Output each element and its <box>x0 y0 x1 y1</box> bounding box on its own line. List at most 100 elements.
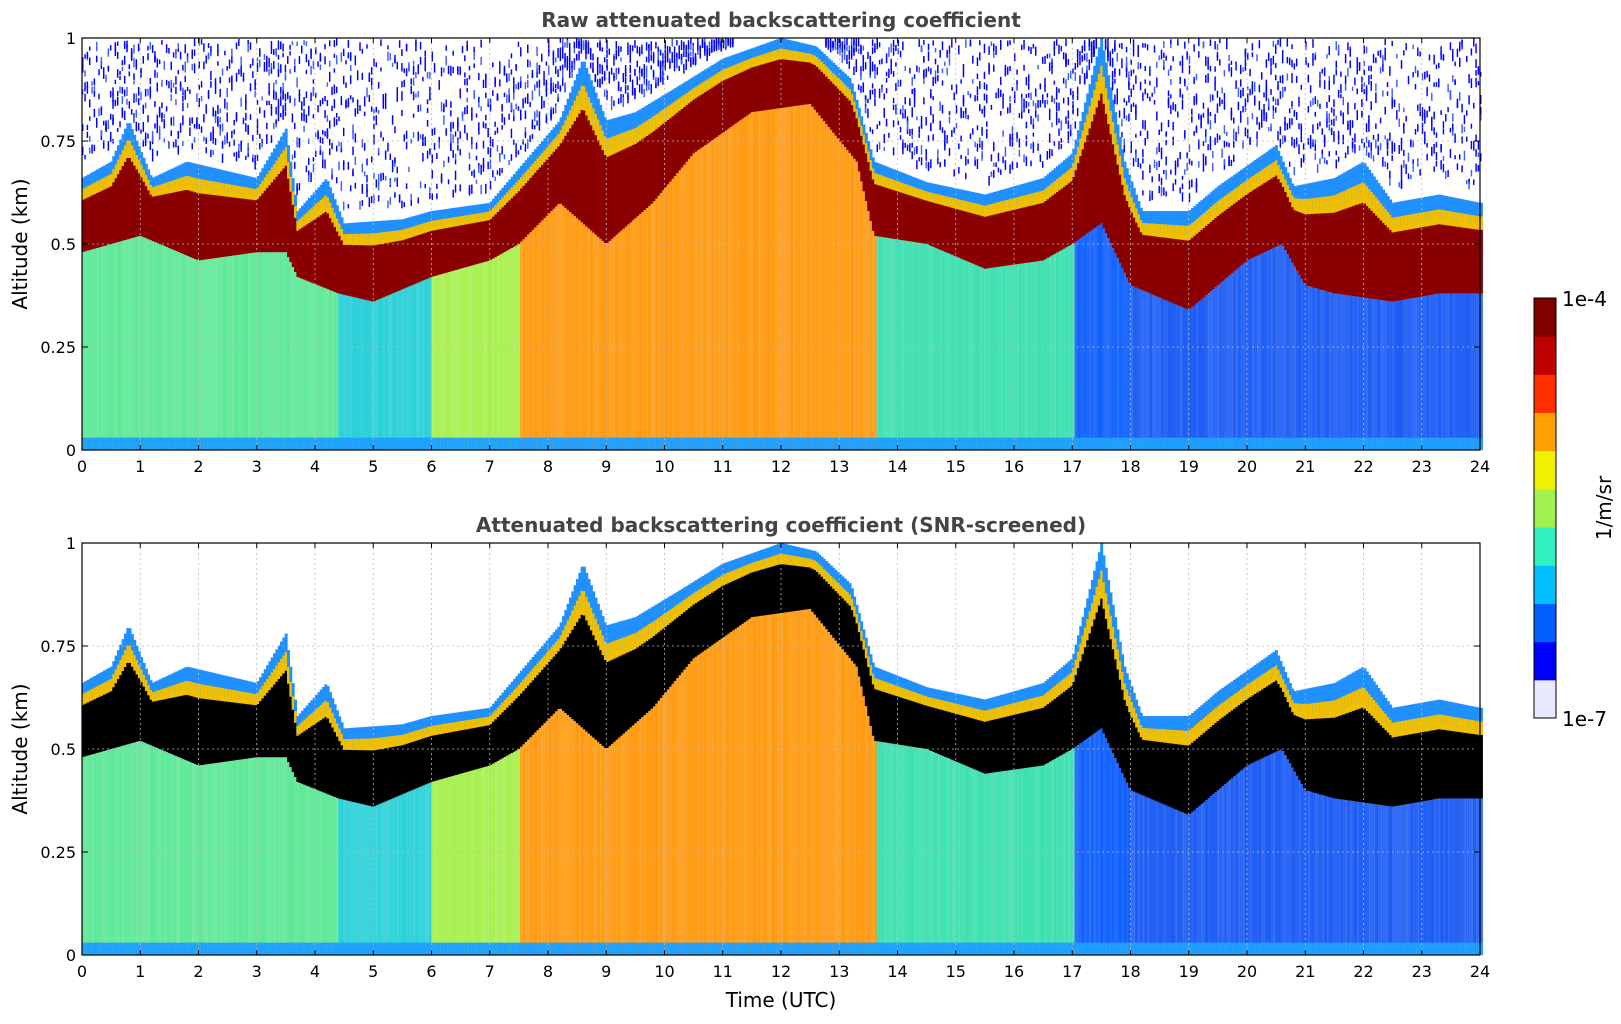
aerosol-column <box>676 173 680 451</box>
aerosol-column <box>510 247 514 450</box>
aerosol-column <box>575 218 579 450</box>
noise-speckle <box>944 130 946 139</box>
noise-speckle <box>317 105 319 113</box>
layer-edge <box>573 80 577 115</box>
noise-speckle <box>280 96 282 106</box>
layer-edge-warm <box>827 68 831 81</box>
layer-edge <box>1027 182 1031 203</box>
aerosol-column <box>925 244 929 450</box>
near-ground-band <box>149 437 153 450</box>
noise-speckle <box>1009 103 1011 113</box>
layer-edge <box>266 160 269 184</box>
noise-speckle <box>1055 106 1058 112</box>
noise-speckle <box>881 86 883 93</box>
layer-edge <box>219 169 223 192</box>
noise-speckle <box>862 83 865 93</box>
layer-edge <box>305 200 309 221</box>
noise-speckle <box>1067 120 1070 129</box>
layer-core <box>755 66 759 112</box>
aerosol-column <box>450 271 454 450</box>
noise-speckle <box>95 41 98 52</box>
noise-speckle <box>615 69 618 80</box>
layer-core <box>163 194 167 247</box>
layer-edge-warm <box>850 94 854 107</box>
near-ground-band <box>1011 437 1015 450</box>
layer-core <box>1011 210 1015 265</box>
noise-speckle <box>932 40 934 46</box>
near-ground-band <box>158 437 162 450</box>
layer-edge-warm <box>690 89 694 104</box>
layer-edge <box>205 166 209 190</box>
aerosol-column <box>762 110 766 451</box>
layer-edge-warm <box>513 184 516 198</box>
aerosol-column <box>142 237 146 450</box>
noise-speckle <box>221 123 224 132</box>
layer-edge-warm <box>1007 199 1010 213</box>
near-ground-band <box>333 437 337 450</box>
layer-edge-warm <box>1123 178 1127 198</box>
noise-speckle <box>545 61 548 66</box>
near-ground-band <box>729 437 733 450</box>
noise-speckle <box>88 135 91 142</box>
near-ground-band <box>415 437 419 450</box>
noise-speckle <box>270 104 273 109</box>
near-ground-band <box>105 437 109 450</box>
layer-edge-warm <box>1130 197 1134 215</box>
layer-edge <box>203 165 207 190</box>
layer-edge-warm <box>927 192 931 203</box>
layer-edge <box>1037 179 1041 200</box>
time-column <box>692 42 696 451</box>
layer-edge <box>669 90 673 114</box>
noise-speckle <box>1044 85 1046 92</box>
time-column <box>934 47 938 450</box>
layer-core <box>270 182 274 253</box>
aerosol-column <box>867 211 871 450</box>
aerosol-column <box>843 147 847 450</box>
noise-speckle <box>324 95 326 102</box>
near-ground-band <box>753 437 756 450</box>
noise-speckle <box>328 123 331 129</box>
noise-speckle <box>671 58 673 63</box>
noise-speckle <box>1051 149 1053 157</box>
aerosol-column <box>853 158 857 450</box>
time-column <box>1034 46 1038 450</box>
layer-edge-warm <box>1074 154 1078 173</box>
noise-speckle <box>918 133 920 138</box>
noise-speckle <box>156 72 159 78</box>
layer-edge-warm <box>1137 214 1141 230</box>
time-column <box>617 46 621 450</box>
noise-speckle <box>471 136 473 145</box>
near-ground-band <box>478 437 482 450</box>
noise-speckle <box>869 55 872 66</box>
layer-edge-warm <box>506 192 509 205</box>
aerosol-column <box>426 278 430 450</box>
layer-core <box>799 61 803 106</box>
noise-speckle <box>468 75 471 80</box>
noise-speckle <box>95 55 98 63</box>
layer-core <box>1160 237 1164 299</box>
near-ground-band <box>116 437 120 450</box>
noise-speckle <box>1121 58 1123 69</box>
aerosol-column <box>578 220 582 450</box>
near-ground-band <box>433 437 437 450</box>
noise-speckle <box>203 136 205 142</box>
near-ground-band <box>301 437 304 450</box>
near-ground-band <box>930 437 934 450</box>
layer-edge-warm <box>967 201 971 214</box>
noise-speckle <box>545 82 548 92</box>
layer-edge <box>608 119 612 150</box>
noise-speckle <box>1149 96 1151 102</box>
noise-speckle <box>270 62 273 69</box>
noise-speckle <box>349 185 352 192</box>
layer-edge-warm <box>319 199 323 218</box>
noise-speckle <box>450 122 452 133</box>
layer-core <box>366 245 370 301</box>
noise-speckle <box>184 65 186 73</box>
noise-speckle <box>564 57 566 68</box>
aerosol-column <box>825 124 829 450</box>
noise-speckle <box>832 42 834 48</box>
near-ground-band <box>895 437 899 450</box>
time-column <box>1067 59 1071 450</box>
aerosol-column <box>88 249 92 450</box>
aerosol-column <box>340 294 344 450</box>
